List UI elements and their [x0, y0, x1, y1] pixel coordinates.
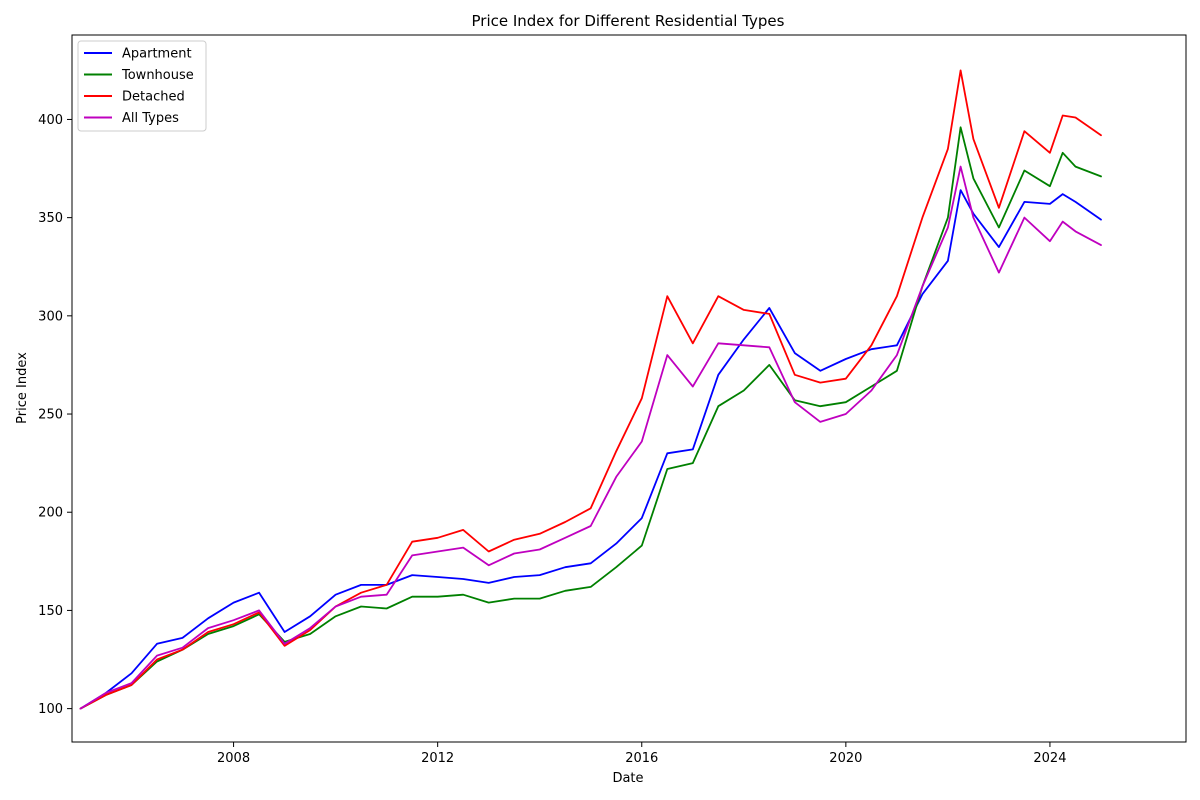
y-axis: 100 150 200 250 300 350 400 — [38, 113, 72, 717]
x-tick-label: 2024 — [1033, 751, 1066, 766]
legend-label-detached: Detached — [122, 90, 185, 105]
y-tick-label: 150 — [38, 604, 63, 619]
legend-label-all-types: All Types — [122, 111, 179, 126]
plot-lines — [79, 69, 1102, 710]
x-tick-label: 2008 — [217, 751, 250, 766]
y-tick-label: 200 — [38, 506, 63, 521]
y-tick-label: 300 — [38, 309, 63, 324]
legend-label-apartment: Apartment — [122, 47, 192, 62]
y-axis-title: Price Index — [15, 352, 30, 424]
y-tick-label: 250 — [38, 408, 63, 423]
legend: Apartment Townhouse Detached All Types — [77, 40, 207, 132]
x-axis-title: Date — [612, 771, 643, 786]
y-tick-label: 100 — [38, 702, 63, 717]
x-tick-label: 2020 — [829, 751, 862, 766]
series-line-apartment — [79, 189, 1102, 710]
series-line-all-types — [79, 165, 1102, 710]
x-tick-label: 2016 — [625, 751, 658, 766]
series-line-townhouse — [79, 126, 1102, 710]
y-tick-label: 350 — [38, 211, 63, 226]
x-axis: 2008 2012 2016 2020 2024 — [217, 742, 1066, 766]
x-tick-label: 2012 — [421, 751, 454, 766]
y-tick-label: 400 — [38, 113, 63, 128]
legend-label-townhouse: Townhouse — [121, 68, 194, 83]
plot-frame — [71, 34, 1187, 743]
legend-box — [77, 40, 207, 132]
series-line-detached — [79, 69, 1102, 710]
chart-title: Price Index for Different Residential Ty… — [472, 12, 785, 30]
